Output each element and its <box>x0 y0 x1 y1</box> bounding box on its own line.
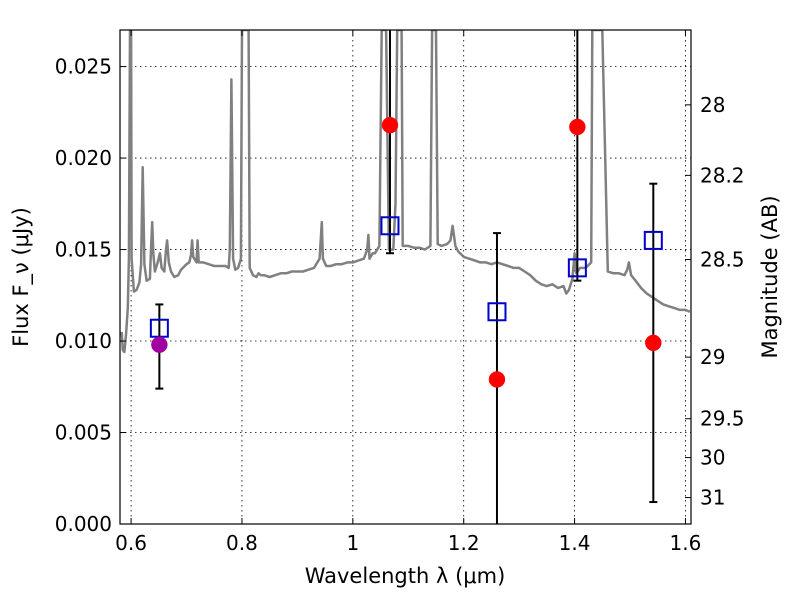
grid-lines <box>120 30 691 524</box>
observed-flux-point <box>645 334 662 352</box>
magnitude-tick-label: 29 <box>700 345 725 369</box>
x-axis-label: Wavelength λ (μm) <box>305 564 506 588</box>
y-tick-label: 0.005 <box>55 421 112 445</box>
y-tick-label: 0.000 <box>55 512 112 536</box>
model-flux-square <box>567 258 587 278</box>
magnitude-tick-label: 31 <box>700 486 725 510</box>
magnitude-tick-label: 30 <box>700 446 725 470</box>
observed-flux-point <box>151 336 168 353</box>
magnitude-tick-label: 29.5 <box>700 407 745 431</box>
model-squares-layer <box>149 216 663 338</box>
x-tick-label: 1.4 <box>559 531 591 555</box>
x-tick-label: 0.8 <box>226 531 258 555</box>
y-tick-label: 0.010 <box>55 329 112 353</box>
right-axis-label: Magnitude (AB) <box>758 195 782 358</box>
x-tick-label: 0.6 <box>115 531 147 555</box>
observed-flux-point <box>569 118 586 136</box>
magnitude-tick-label: 28 <box>700 93 725 117</box>
errorbars-layer <box>155 30 658 524</box>
plot-frame <box>119 29 692 525</box>
model-flux-square <box>487 302 507 322</box>
y-axis-label: Flux F_ν (μJy) <box>9 207 34 347</box>
x-ticks: 0.6 0.8 1 1.2 1.4 1.6 <box>115 30 701 555</box>
model-flux-square <box>380 216 400 236</box>
y-tick-label: 0.025 <box>55 55 112 79</box>
magnitude-tick-label: 28.2 <box>700 163 745 187</box>
model-flux-square <box>643 230 663 250</box>
x-tick-label: 1 <box>346 531 359 555</box>
model-spectrum-line <box>120 30 691 354</box>
observed-points-layer <box>151 116 662 388</box>
magnitude-ticks: 28 28.2 28.5 29 29.5 30 31 <box>685 93 745 510</box>
x-tick-label: 1.6 <box>670 531 702 555</box>
y-tick-label: 0.015 <box>55 238 112 262</box>
x-tick-label: 1.2 <box>448 531 480 555</box>
magnitude-tick-label: 28.5 <box>700 248 745 272</box>
model-spectrum-layer <box>120 30 691 354</box>
observed-flux-point <box>488 371 506 388</box>
y-tick-label: 0.020 <box>55 146 112 170</box>
y-ticks: 0.000 0.005 0.010 0.015 0.020 0.025 <box>55 55 126 536</box>
observed-flux-point <box>381 116 399 134</box>
